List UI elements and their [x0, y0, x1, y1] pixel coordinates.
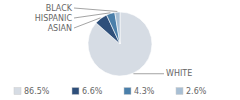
legend-label: 6.6%: [82, 87, 103, 96]
legend-swatch: [14, 88, 21, 95]
slice-label: HISPANIC: [35, 14, 73, 23]
leader-line: [74, 8, 117, 11]
leader-line: [133, 73, 164, 74]
slice-label: ASIAN: [48, 24, 72, 33]
legend: 86.5% 6.6% 4.3% 2.6%: [14, 87, 207, 96]
pie: [88, 12, 152, 76]
slice-label: WHITE: [166, 69, 192, 78]
legend-swatch: [124, 88, 131, 95]
legend-label: 2.6%: [186, 87, 207, 96]
slice-labels: BLACKHISPANICASIAN WHITE: [35, 4, 192, 79]
leader-line: [74, 18, 100, 28]
legend-label: 4.3%: [134, 87, 155, 96]
pie-slice: [88, 12, 152, 76]
pie-slice: [115, 12, 120, 44]
legend-swatch: [72, 88, 79, 95]
legend-label: 86.5%: [24, 87, 50, 96]
chart: BLACKHISPANICASIAN WHITE 86.5% 6.6% 4.3% 2.6%: [0, 0, 240, 100]
leader-line: [74, 13, 110, 18]
pie-slice: [107, 12, 120, 44]
slice-label: BLACK: [46, 4, 73, 13]
legend-swatch: [176, 88, 183, 95]
